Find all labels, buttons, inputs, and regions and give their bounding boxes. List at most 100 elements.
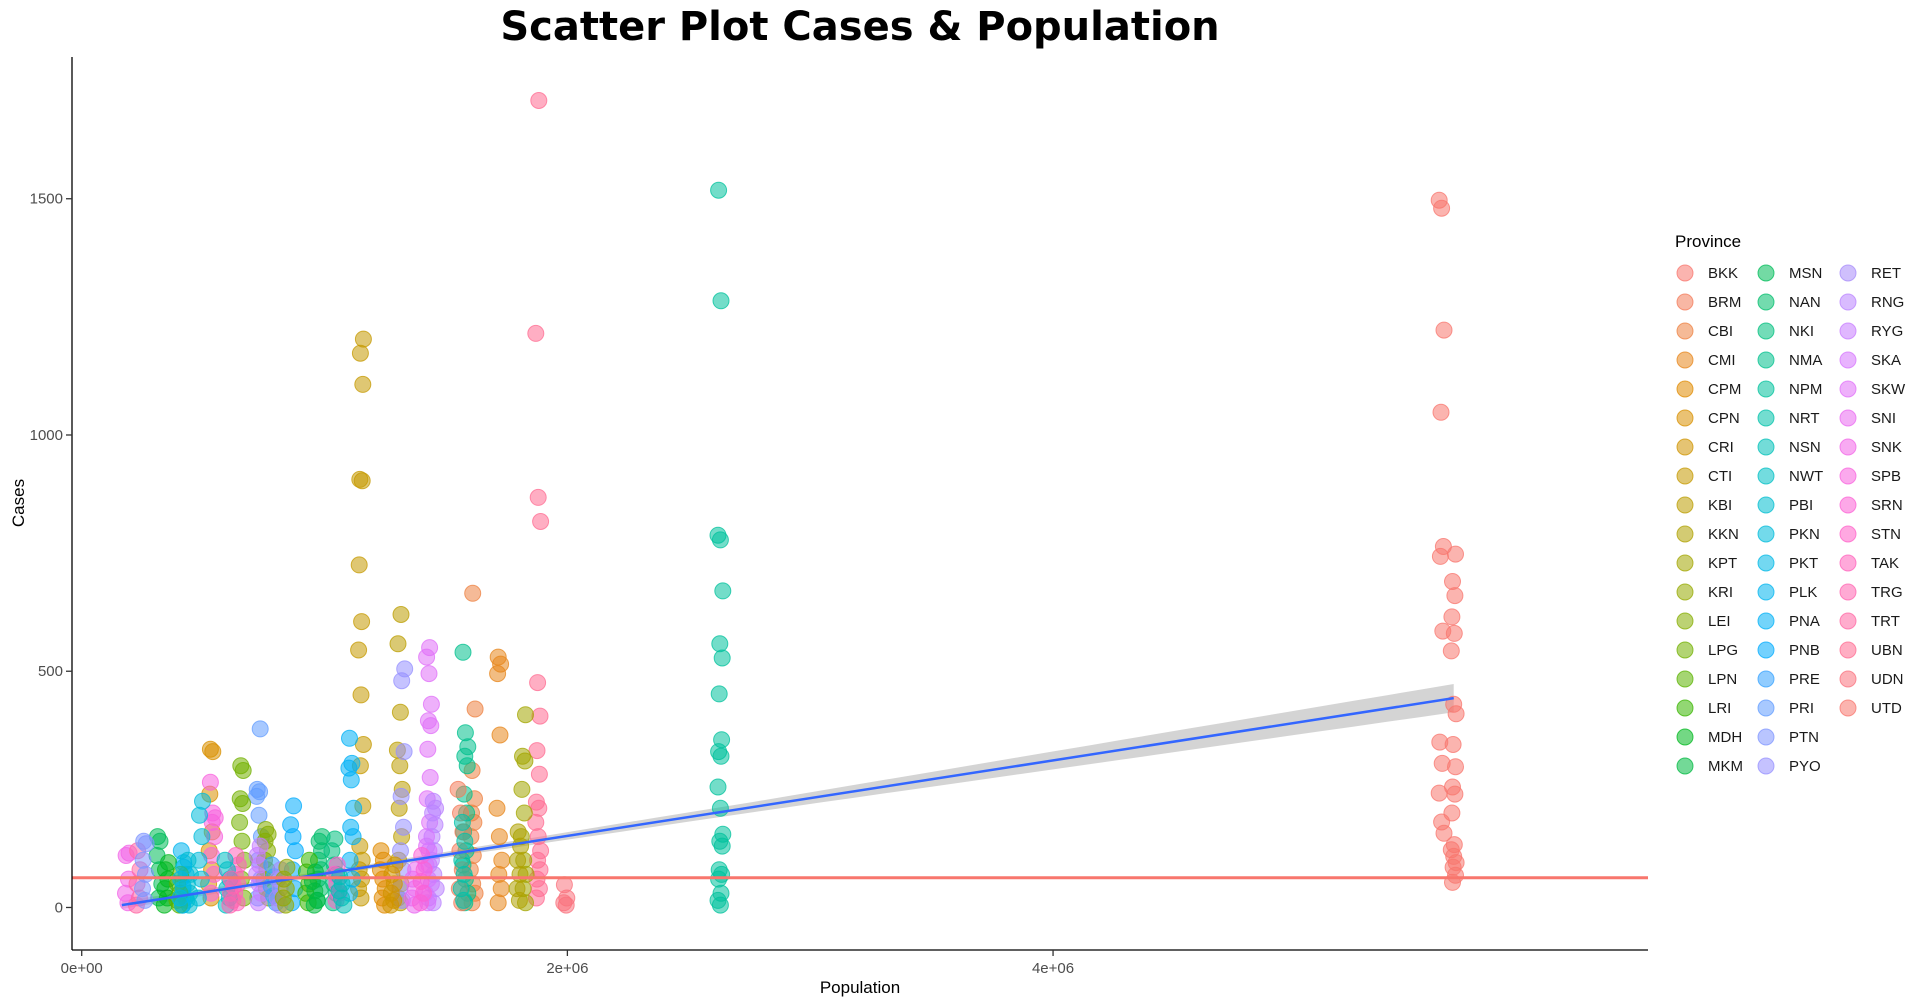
legend-label: NRT bbox=[1789, 410, 1820, 427]
legend-item-ska: SKA bbox=[1839, 351, 1901, 369]
legend-item-mkm: MKM bbox=[1676, 757, 1743, 775]
legend-item-rng: RNG bbox=[1839, 293, 1904, 311]
legend-item-nki: NKI bbox=[1757, 322, 1814, 340]
data-point bbox=[352, 686, 370, 704]
legend-title: Province bbox=[1675, 232, 1741, 251]
series-mkm bbox=[303, 863, 326, 914]
legend-label: PRI bbox=[1789, 700, 1814, 717]
legend-key bbox=[1676, 496, 1694, 514]
data-point bbox=[422, 695, 440, 713]
data-point bbox=[466, 700, 484, 718]
data-point bbox=[517, 706, 534, 724]
data-point bbox=[712, 292, 730, 310]
data-point bbox=[323, 842, 341, 860]
legend-key bbox=[1676, 641, 1694, 659]
data-point bbox=[134, 851, 152, 869]
series-kri bbox=[274, 858, 296, 914]
legend-label: UDN bbox=[1871, 671, 1904, 688]
plot-area bbox=[72, 92, 1648, 914]
data-point bbox=[455, 891, 473, 909]
series-srn bbox=[412, 847, 433, 912]
series-cmi bbox=[488, 648, 511, 912]
legend-item-pre: PRE bbox=[1757, 670, 1820, 688]
legend-item-cpn: CPN bbox=[1676, 409, 1740, 427]
data-point bbox=[490, 828, 508, 846]
legend-item-udn: UDN bbox=[1839, 670, 1904, 688]
legend-label: PYO bbox=[1789, 758, 1821, 775]
data-point bbox=[710, 181, 728, 199]
y-tick-label: 1500 bbox=[30, 191, 63, 208]
data-point bbox=[285, 797, 303, 815]
data-point bbox=[1435, 824, 1453, 842]
legend-item-tak: TAK bbox=[1839, 554, 1899, 572]
data-point bbox=[1443, 608, 1461, 626]
data-point bbox=[528, 742, 546, 760]
data-point bbox=[710, 685, 728, 703]
legend-key bbox=[1757, 264, 1775, 282]
data-point bbox=[489, 894, 507, 912]
data-point bbox=[1432, 403, 1450, 421]
data-point bbox=[1444, 736, 1462, 753]
legend-key bbox=[1676, 409, 1694, 427]
data-point bbox=[464, 584, 482, 602]
legend-label: CPN bbox=[1708, 410, 1740, 427]
legend-item-lei: LEI bbox=[1676, 612, 1731, 630]
legend-label: CMI bbox=[1708, 352, 1736, 369]
data-point bbox=[513, 780, 531, 798]
legend-label: NWT bbox=[1789, 468, 1823, 485]
data-point bbox=[1447, 705, 1465, 723]
legend-label: PNB bbox=[1789, 642, 1820, 659]
legend-label: LEI bbox=[1708, 613, 1731, 630]
data-point bbox=[151, 832, 169, 850]
legend-label: TRT bbox=[1871, 613, 1900, 630]
data-point bbox=[350, 556, 368, 574]
data-point bbox=[393, 672, 411, 690]
series-trg bbox=[221, 870, 242, 914]
legend-item-snk: SNK bbox=[1839, 438, 1902, 456]
data-point bbox=[350, 641, 368, 659]
series-pkt bbox=[171, 858, 193, 914]
legend-key bbox=[1676, 670, 1694, 688]
data-point bbox=[711, 896, 729, 914]
data-point bbox=[711, 635, 729, 653]
legend-key bbox=[1757, 380, 1775, 398]
data-point bbox=[194, 792, 211, 810]
points-layer bbox=[117, 92, 1465, 914]
legend-item-pri: PRI bbox=[1757, 699, 1814, 717]
legend-key bbox=[1757, 699, 1775, 717]
legend-key bbox=[1676, 264, 1694, 282]
legend-key bbox=[1839, 380, 1857, 398]
legend-item-lri: LRI bbox=[1676, 699, 1731, 717]
legend-label: PRE bbox=[1789, 671, 1820, 688]
data-point bbox=[455, 865, 473, 883]
legend-label: KBI bbox=[1708, 497, 1732, 514]
legend-key bbox=[1839, 409, 1857, 427]
legend-label: NPM bbox=[1789, 381, 1822, 398]
data-point bbox=[510, 891, 528, 909]
data-point bbox=[711, 531, 729, 549]
x-axis-ticks: 0e+00 2e+06 4e+06 bbox=[61, 950, 1074, 977]
legend-label: PLK bbox=[1789, 584, 1817, 601]
data-point bbox=[527, 324, 545, 342]
data-point bbox=[458, 757, 476, 775]
data-point bbox=[454, 643, 472, 661]
legend-key bbox=[1676, 612, 1694, 630]
data-point bbox=[351, 344, 369, 362]
data-point bbox=[509, 851, 527, 869]
data-point bbox=[234, 795, 252, 812]
series-pna bbox=[340, 729, 363, 902]
legend-label: LPG bbox=[1708, 642, 1738, 659]
data-point bbox=[344, 828, 362, 846]
data-point bbox=[492, 880, 510, 898]
data-point bbox=[713, 649, 731, 667]
legend-label: LPN bbox=[1708, 671, 1737, 688]
legend-label: RNG bbox=[1871, 294, 1904, 311]
legend-item-stn: STN bbox=[1839, 525, 1901, 543]
data-point bbox=[137, 865, 154, 883]
legend-item-pkn: PKN bbox=[1757, 525, 1820, 543]
legend-label: SPB bbox=[1871, 468, 1901, 485]
data-point bbox=[341, 729, 358, 747]
data-point bbox=[453, 813, 471, 831]
legend-label: SKA bbox=[1871, 352, 1901, 369]
series-nrt bbox=[452, 813, 474, 909]
